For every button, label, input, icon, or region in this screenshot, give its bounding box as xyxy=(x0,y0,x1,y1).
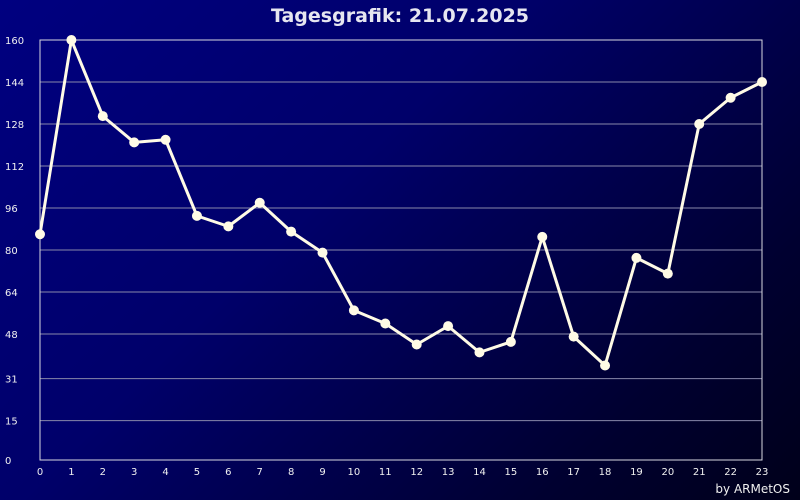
data-point xyxy=(411,339,422,350)
x-tick-label: 7 xyxy=(257,467,263,478)
x-tick-label: 15 xyxy=(505,467,518,478)
data-point xyxy=(757,77,767,87)
y-tick-label: 48 xyxy=(5,330,18,341)
data-point xyxy=(631,252,642,263)
x-tick-label: 3 xyxy=(131,467,137,478)
x-tick-label: 16 xyxy=(536,467,549,478)
x-tick-label: 18 xyxy=(599,467,612,478)
data-point xyxy=(537,231,548,242)
data-point xyxy=(35,229,45,240)
plot-frame xyxy=(39,39,763,461)
data-point xyxy=(66,35,77,45)
y-tick-label: 112 xyxy=(5,162,24,173)
data-point xyxy=(348,305,359,316)
x-tick-label: 0 xyxy=(37,467,43,478)
x-tick-label: 9 xyxy=(319,467,325,478)
y-tick-label: 15 xyxy=(5,417,18,428)
x-tick-label: 8 xyxy=(288,467,294,478)
series-line xyxy=(38,38,764,367)
data-point xyxy=(568,331,579,342)
data-point xyxy=(662,268,673,279)
data-point xyxy=(129,137,140,148)
x-tick-label: 2 xyxy=(100,467,106,478)
x-tick-label: 13 xyxy=(442,467,455,478)
x-tick-label: 14 xyxy=(473,467,486,478)
data-point xyxy=(97,111,108,122)
y-tick-label: 31 xyxy=(5,375,18,386)
data-point xyxy=(160,134,171,145)
series-layer xyxy=(35,35,767,371)
y-tick-label: 160 xyxy=(5,36,24,47)
data-point xyxy=(694,119,705,129)
y-tick-label: 64 xyxy=(5,288,18,299)
y-axis-ticks: 0 15 31 48 64 80 96 112 128 144 160 xyxy=(5,36,24,467)
x-tick-label: 19 xyxy=(630,467,643,478)
data-point xyxy=(380,318,391,329)
chart-title: Tagesgrafik: 21.07.2025 xyxy=(270,5,530,27)
data-point xyxy=(505,336,516,347)
data-point xyxy=(443,321,454,332)
x-tick-label: 6 xyxy=(225,467,231,478)
x-tick-label: 10 xyxy=(348,467,361,478)
data-point xyxy=(600,360,611,371)
data-point xyxy=(223,221,234,232)
data-point xyxy=(317,247,328,258)
data-point xyxy=(191,210,202,221)
y-tick-label: 0 xyxy=(5,456,11,467)
y-tick-label: 128 xyxy=(5,120,24,131)
x-tick-label: 21 xyxy=(693,467,706,478)
x-tick-label: 17 xyxy=(567,467,580,478)
x-tick-label: 22 xyxy=(724,467,737,478)
grid-layer xyxy=(40,81,762,422)
data-point xyxy=(286,226,297,237)
credit-text: by ARMetOS xyxy=(715,482,790,496)
x-tick-label: 20 xyxy=(661,467,674,478)
x-tick-label: 1 xyxy=(68,467,74,478)
y-tick-label: 96 xyxy=(5,204,18,215)
x-tick-label: 5 xyxy=(194,467,200,478)
y-tick-label: 144 xyxy=(5,78,24,89)
data-point xyxy=(254,197,265,208)
x-tick-label: 23 xyxy=(756,467,769,478)
x-tick-label: 11 xyxy=(379,467,392,478)
x-tick-label: 4 xyxy=(162,467,168,478)
y-tick-label: 80 xyxy=(5,246,18,257)
x-tick-label: 12 xyxy=(410,467,423,478)
data-point xyxy=(725,92,736,103)
x-axis-ticks: 0 1 2 3 4 5 6 7 8 9 10 11 12 13 14 15 16 17 18 19 20 21 22 23 xyxy=(37,467,769,478)
data-point xyxy=(474,347,485,358)
